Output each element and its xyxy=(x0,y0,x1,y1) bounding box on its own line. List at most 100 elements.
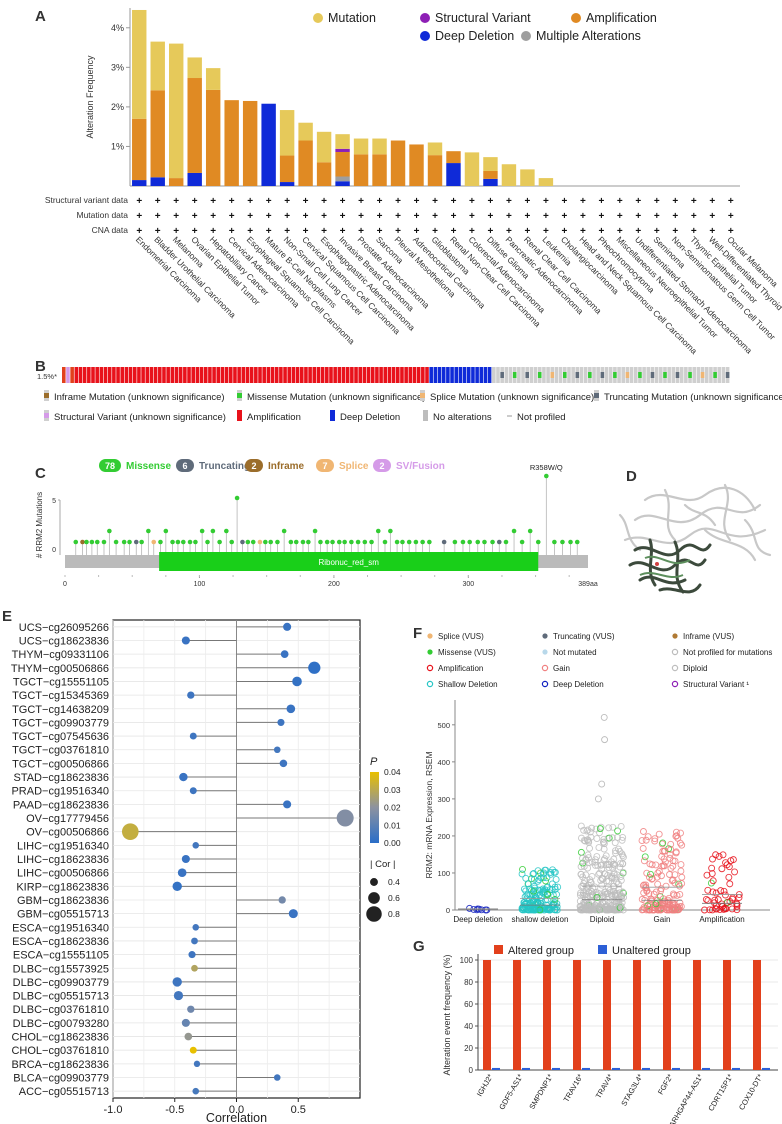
bar-unaltered xyxy=(612,1067,620,1070)
y-tick-label: 3% xyxy=(111,62,124,72)
expression-point xyxy=(526,885,533,893)
legend-label: Splice Mutation (unknown significance) xyxy=(430,392,594,403)
row-plus-mark: + xyxy=(266,211,272,222)
oncoprint-cell xyxy=(692,367,696,383)
y-category-label: TGCT−cg03761810 xyxy=(12,745,109,757)
oncoprint-cell xyxy=(608,367,613,383)
bar-segment xyxy=(483,170,498,179)
expression-point xyxy=(643,869,651,877)
oncoprint-cell xyxy=(496,367,500,383)
expression-point xyxy=(526,896,534,903)
lollipop-point xyxy=(181,1018,190,1027)
expression-point xyxy=(721,891,729,899)
lollipop-head xyxy=(318,539,323,545)
lollipop-point xyxy=(179,772,188,782)
x-category-label: COX10-DT* xyxy=(737,1072,765,1111)
size-legend-label: 0.6 xyxy=(388,893,400,903)
legend-label: Structural Variant (unknown significance… xyxy=(54,412,226,423)
bar-segment xyxy=(187,78,202,173)
legend-label: Amplification xyxy=(586,11,657,25)
row-plus-mark: + xyxy=(266,226,272,237)
legend-label: Missense xyxy=(126,461,171,472)
lollipop-head xyxy=(349,539,354,545)
expression-point xyxy=(597,861,605,869)
legend-p-title: P xyxy=(370,756,378,768)
y-axis-title: Alteration event frequency (%) xyxy=(442,954,452,1075)
x-tick-label: -1.0 xyxy=(104,1104,123,1116)
expression-point xyxy=(722,859,729,867)
expression-point xyxy=(586,844,593,852)
row-plus-mark: + xyxy=(635,211,641,222)
oncoprint-cell xyxy=(717,367,722,383)
expression-point xyxy=(592,856,599,864)
expression-point xyxy=(703,871,711,879)
expression-point xyxy=(596,825,604,833)
oncoprint-cell xyxy=(504,367,509,383)
oncoprint-cell xyxy=(592,367,596,383)
y-tick-label: 2% xyxy=(111,102,124,112)
lollipop-head xyxy=(441,539,447,545)
y-category-label: ACC−cg05515713 xyxy=(19,1086,109,1098)
legend-marker xyxy=(672,633,678,639)
expression-point xyxy=(587,898,595,906)
colorbar-tick-label: 0.02 xyxy=(384,803,401,813)
y-tick-label: 0 xyxy=(52,547,56,554)
bar-unaltered xyxy=(672,1067,680,1070)
legend-swatch xyxy=(237,393,242,398)
lollipop-head xyxy=(263,539,268,545)
expression-point xyxy=(585,837,592,845)
expression-point xyxy=(598,881,606,889)
lollipop-head xyxy=(229,539,235,545)
legend-label: Not profiled xyxy=(517,412,566,423)
row-plus-mark: + xyxy=(617,211,623,222)
oncoprint-cell xyxy=(404,367,408,383)
oncoprint-cell xyxy=(508,367,513,383)
expression-point xyxy=(619,853,627,861)
oncoprint-cell xyxy=(270,367,275,383)
x-tick-label: 100 xyxy=(194,581,206,588)
legend-count: 78 xyxy=(105,461,115,471)
legend-swatch xyxy=(313,13,323,23)
lollipop-head xyxy=(139,539,144,545)
legend-pill xyxy=(316,459,334,472)
lollipop-point xyxy=(192,924,200,931)
expression-point xyxy=(669,862,677,870)
y-tick-label: 500 xyxy=(437,721,450,730)
legend-marker xyxy=(426,664,434,672)
oncoprint-mutation-mark xyxy=(650,372,655,378)
row-plus-mark: + xyxy=(598,196,604,207)
expression-point xyxy=(600,713,608,721)
expression-point xyxy=(548,904,556,911)
row-plus-mark: + xyxy=(469,211,475,222)
legend-label: Deep Deletion xyxy=(435,29,514,43)
row-plus-mark: + xyxy=(395,226,401,237)
x-category-label: TRAV16* xyxy=(562,1072,585,1103)
legend-marker xyxy=(426,680,434,688)
expression-point xyxy=(539,870,547,878)
lollipop-head xyxy=(552,539,557,545)
row-plus-mark: + xyxy=(358,211,364,222)
lollipop-point xyxy=(283,622,292,631)
legend-label: Shallow Deletion xyxy=(438,680,498,689)
y-category-label: UCS−cg18623836 xyxy=(19,635,109,647)
lollipop-point xyxy=(288,909,298,919)
row-plus-mark: + xyxy=(210,226,216,237)
oncoprint-cell xyxy=(308,367,312,383)
lollipop-point xyxy=(172,977,182,987)
row-plus-mark: + xyxy=(377,226,383,237)
y-category-label: ESCA−cg18623836 xyxy=(12,936,109,948)
row-plus-mark: + xyxy=(580,211,586,222)
oncoprint-mutation-mark xyxy=(600,372,605,378)
row-plus-mark: + xyxy=(173,196,179,207)
row-plus-mark: + xyxy=(543,226,549,237)
expression-point xyxy=(551,895,559,903)
legend-marker xyxy=(542,649,548,655)
oncoprint-cell xyxy=(654,367,659,383)
y-tick-label: 5 xyxy=(52,498,56,505)
lollipop-point xyxy=(191,937,198,945)
expression-point xyxy=(666,871,673,878)
expression-point xyxy=(522,874,530,882)
row-plus-mark: + xyxy=(635,196,641,207)
expression-point xyxy=(646,860,654,868)
row-plus-mark: + xyxy=(654,196,660,207)
